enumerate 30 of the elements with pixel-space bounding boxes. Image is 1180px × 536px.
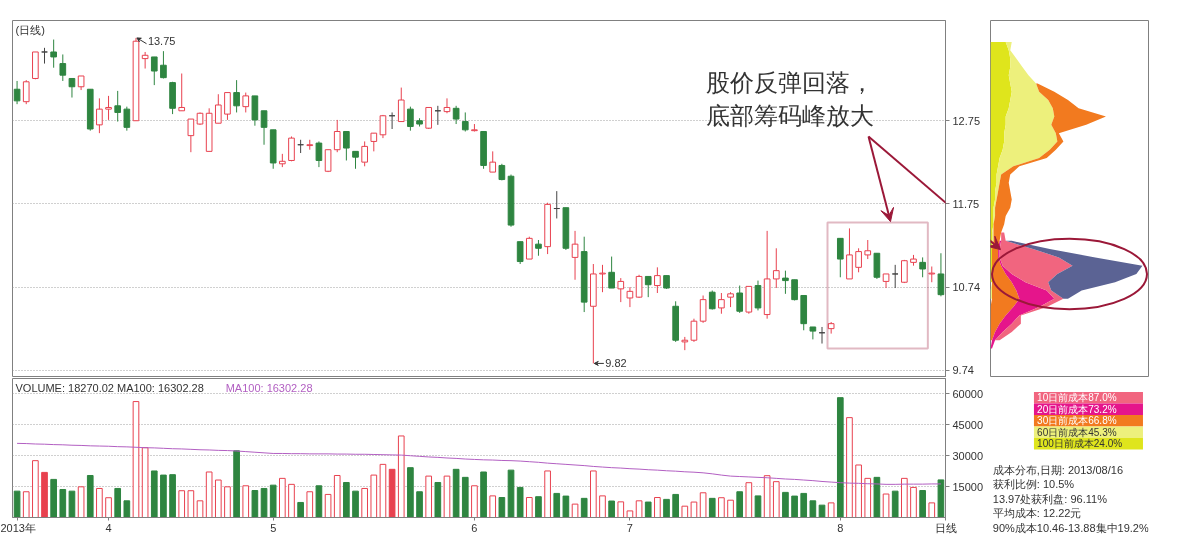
bar [882, 493, 890, 518]
text: 获利比例: 10.5% [992, 478, 1075, 490]
y-tick-label: 12.75 [952, 114, 981, 127]
candlestick [891, 264, 899, 289]
bar [891, 490, 899, 518]
candlestick [937, 252, 945, 297]
bar [937, 479, 945, 518]
text: 20日前成本73.2% [1037, 403, 1117, 415]
text: 平均成本: 12.22元 [992, 507, 1082, 519]
text: 60日前成本45.3% [1037, 426, 1117, 438]
y-tick-label: 15000 [952, 480, 984, 493]
bar [873, 476, 881, 518]
bar [928, 502, 936, 518]
text: 13.97处获利盘: 96.11% [992, 492, 1108, 505]
text: 100日前成本24.0% [1037, 438, 1123, 450]
bar [910, 486, 917, 518]
y-tick-label: 30000 [952, 449, 984, 462]
text: 日线 [934, 521, 957, 534]
bar [901, 477, 908, 518]
candlestick [919, 256, 926, 278]
y-tick-label: 45000 [952, 418, 984, 431]
bar [919, 490, 926, 518]
y-tick-label: 9.74 [952, 364, 974, 377]
text: 90%成本10.46-13.88集中19.2% [992, 521, 1149, 534]
text: 30日前成本66.8% [1037, 415, 1117, 427]
text: 10日前成本87.0% [1037, 392, 1117, 404]
y-tick-label: 60000 [952, 387, 984, 400]
text: 成本分布,日期: 2013/08/16 [992, 463, 1124, 476]
y-tick-label: 11.75 [952, 197, 980, 210]
y-tick-label: 10.74 [952, 281, 981, 294]
